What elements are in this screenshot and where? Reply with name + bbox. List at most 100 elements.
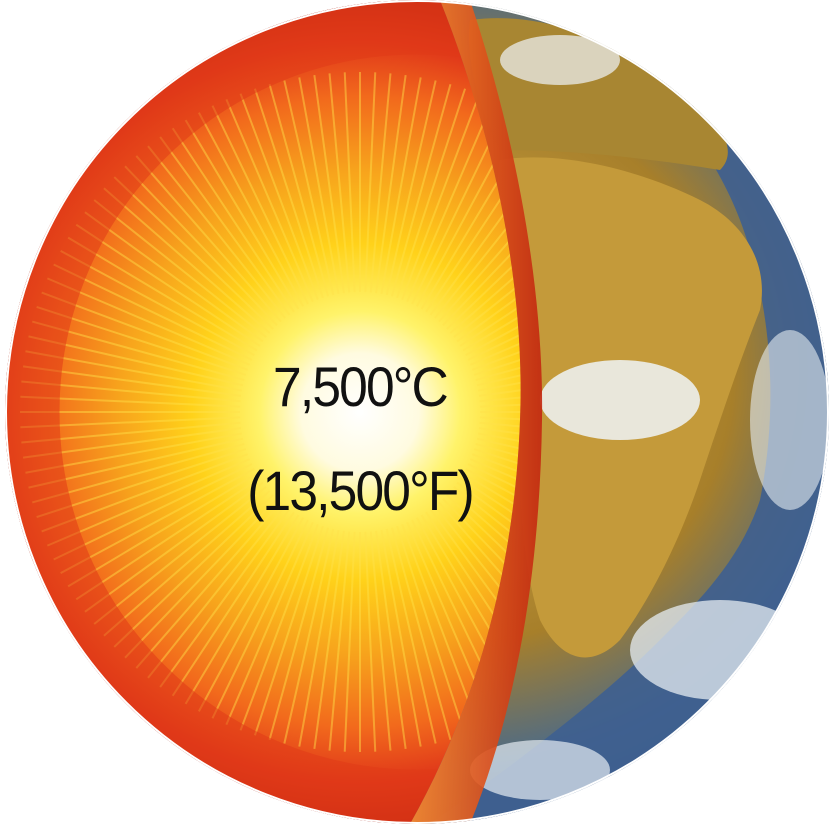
- heat-ray: [465, 467, 521, 574]
- heat-ray: [478, 365, 521, 397]
- heat-ray: [364, 531, 377, 752]
- heat-ray: [135, 501, 282, 669]
- heat-ray: [390, 83, 452, 297]
- heat-ray: [239, 93, 319, 301]
- heat-ray: [456, 211, 521, 343]
- heat-ray: [385, 528, 437, 744]
- heat-ray: [298, 77, 340, 295]
- heat-ray: [67, 236, 258, 352]
- heat-ray: [469, 277, 521, 366]
- heat-ray: [135, 155, 282, 323]
- heat-ray: [446, 494, 521, 648]
- heat-ray: [53, 263, 253, 361]
- heat-ray: [478, 427, 521, 459]
- heat-ray: [453, 199, 521, 338]
- heat-ray: [103, 490, 271, 637]
- heat-ray: [449, 187, 521, 334]
- heat-ray: [425, 127, 521, 313]
- heat-ray: [473, 448, 521, 519]
- heat-ray: [471, 453, 521, 533]
- heat-ray: [390, 527, 452, 741]
- heat-ray: [84, 481, 264, 613]
- heat-ray: [75, 477, 261, 601]
- heat-ray: [369, 73, 392, 293]
- heat-ray: [268, 527, 330, 741]
- heat-ray: [459, 477, 521, 601]
- heat-ray: [328, 73, 351, 293]
- heat-ray: [225, 521, 314, 726]
- heat-ray: [313, 74, 345, 294]
- heat-ray: [198, 112, 305, 307]
- heat-ray: [328, 531, 351, 751]
- heat-ray: [476, 335, 521, 387]
- heat-ray: [268, 83, 330, 297]
- heat-ray: [364, 72, 377, 293]
- heat-ray: [60, 250, 255, 357]
- heat-ray: [41, 453, 249, 533]
- heat-ray: [479, 380, 521, 403]
- heat-ray: [425, 511, 521, 697]
- heat-ray: [171, 127, 295, 313]
- heat-ray: [375, 74, 407, 294]
- heat-ray: [211, 519, 309, 719]
- heat-ray: [406, 98, 495, 303]
- heat-ray: [479, 395, 521, 408]
- heat-ray: [469, 458, 521, 547]
- heat-ray: [467, 463, 521, 561]
- heat-ray: [471, 291, 521, 371]
- heat-ray: [93, 486, 267, 625]
- heat-ray: [198, 517, 305, 712]
- heat-ray: [401, 523, 481, 731]
- heat-ray: [84, 211, 264, 343]
- cloud-band: [750, 330, 829, 510]
- heat-ray: [93, 199, 267, 338]
- heat-ray: [475, 320, 521, 382]
- heat-ray: [184, 119, 300, 310]
- heat-ray: [434, 145, 521, 319]
- globe-outline: [5, 0, 829, 824]
- heat-ray: [380, 529, 422, 747]
- heat-ray: [46, 277, 251, 366]
- cloud-band: [540, 360, 700, 440]
- heat-ray: [53, 463, 253, 561]
- heat-ray: [429, 136, 521, 316]
- heat-ray: [225, 98, 314, 303]
- heat-ray: [253, 88, 324, 299]
- cloud-band: [630, 600, 810, 700]
- temperature-fahrenheit-label: (13,500°F): [247, 459, 474, 522]
- heat-ray: [60, 467, 255, 574]
- heat-ray: [171, 511, 295, 697]
- heat-ray: [159, 136, 291, 316]
- heat-ray: [401, 93, 481, 301]
- heat-ray: [46, 458, 251, 547]
- heat-ray: [475, 442, 521, 504]
- heat-ray: [479, 421, 521, 444]
- heat-ray: [375, 530, 407, 750]
- heat-ray: [477, 432, 521, 474]
- heat-ray: [343, 531, 356, 752]
- heat-ray: [298, 529, 340, 747]
- cloud-band: [500, 35, 620, 85]
- heat-ray: [396, 525, 467, 736]
- heat-ray: [147, 145, 286, 319]
- temperature-celsius-label: 7,500°C: [273, 355, 449, 418]
- heat-ray: [473, 305, 521, 376]
- heat-ray: [462, 236, 521, 352]
- heat-ray: [113, 176, 274, 330]
- heat-ray: [124, 498, 278, 659]
- heat-ray: [103, 187, 271, 334]
- heat-ray: [449, 490, 521, 637]
- heat-ray: [429, 508, 521, 688]
- heat-ray: [462, 472, 521, 588]
- cut-edge: [410, 0, 543, 824]
- heat-ray: [239, 523, 319, 731]
- heat-ray: [476, 437, 521, 489]
- heat-ray: [479, 416, 521, 429]
- heat-ray: [283, 528, 335, 744]
- heat-ray: [283, 80, 335, 296]
- heat-ray: [477, 350, 521, 392]
- heat-ray: [253, 525, 324, 736]
- heat-ray: [313, 530, 345, 750]
- heat-ray: [380, 77, 422, 295]
- heat-ray: [159, 508, 291, 688]
